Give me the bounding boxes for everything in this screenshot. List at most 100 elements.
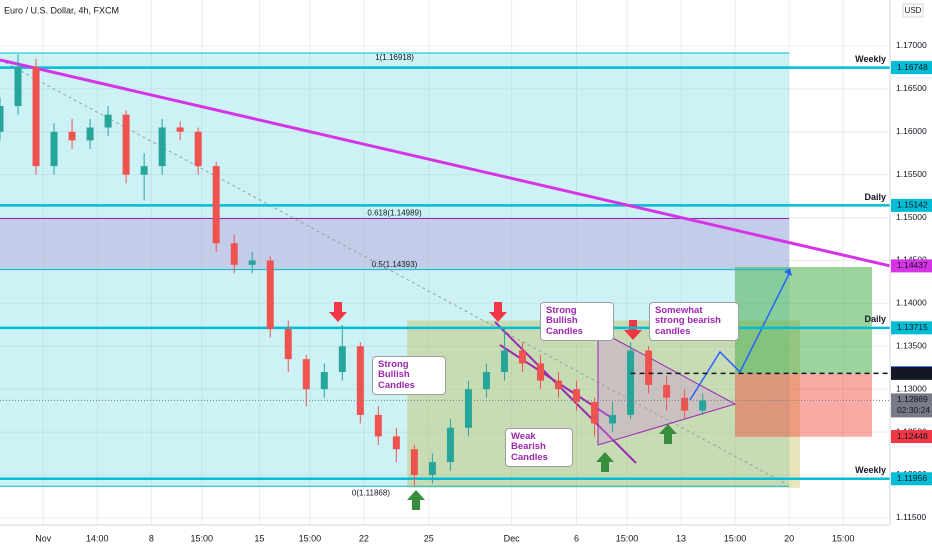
annotation: Weak Bearish Candles xyxy=(505,428,573,468)
candle-body xyxy=(320,372,328,390)
price-tag-label: 1.12869 xyxy=(897,394,928,404)
candle-body xyxy=(681,397,689,411)
diagonal-line xyxy=(0,59,786,484)
x-tick-label: 20 xyxy=(784,533,794,543)
candle-body xyxy=(140,166,148,175)
candle-body xyxy=(699,400,707,411)
y-tick-label: 1.11500 xyxy=(896,512,926,522)
price-tag xyxy=(891,472,932,486)
candle-body xyxy=(104,114,112,128)
arrow-head xyxy=(784,268,792,276)
up-arrow xyxy=(659,424,677,444)
fib-label: 1(1.16918) xyxy=(375,53,414,62)
level-name: Weekly xyxy=(855,465,886,475)
candle-body xyxy=(518,350,526,364)
annotation: Somewhat strong bearish candles xyxy=(649,302,739,342)
y-tick-label: 1.16000 xyxy=(896,126,927,136)
price-tag-label: 1.11956 xyxy=(897,473,927,483)
candle-body xyxy=(464,389,472,428)
candle-body xyxy=(122,114,130,175)
fib-label: 0(1.11868) xyxy=(352,488,390,497)
countdown: 02:30:24 xyxy=(897,405,930,415)
candle-body xyxy=(663,384,671,398)
x-tick-label: 15:00 xyxy=(832,533,855,543)
y-tick-label: 1.17000 xyxy=(896,40,927,50)
candle-body xyxy=(14,67,22,107)
candle-body xyxy=(212,166,220,244)
candle-body xyxy=(248,260,256,265)
level-name: Daily xyxy=(864,192,886,202)
down-arrow xyxy=(624,320,642,340)
y-tick-label: 1.13500 xyxy=(896,341,927,351)
candle-body xyxy=(591,402,599,424)
price-tag-label: 1.13715 xyxy=(897,322,928,332)
candle-body xyxy=(86,127,94,141)
candle-body xyxy=(627,350,635,415)
channel-line xyxy=(494,321,637,464)
price-axis xyxy=(890,0,932,550)
price-tag-label: 1.13184 xyxy=(897,368,928,378)
candle-body xyxy=(176,127,184,132)
candle-body xyxy=(500,350,508,373)
down-arrow xyxy=(489,302,507,322)
price-tag xyxy=(891,321,932,335)
annotation: Strong Bullish Candles xyxy=(372,356,446,396)
x-tick-label: 15:00 xyxy=(616,533,639,543)
zone xyxy=(735,373,872,437)
y-tick-label: 1.14000 xyxy=(896,298,927,308)
currency: USD xyxy=(905,6,922,15)
candle-body xyxy=(392,436,400,450)
candle-body xyxy=(266,260,274,330)
price-tag xyxy=(891,430,932,444)
x-tick-label: 15:00 xyxy=(191,533,214,543)
price-tag xyxy=(891,61,932,75)
currency-box xyxy=(902,3,924,18)
time-axis xyxy=(0,525,890,550)
x-tick-label: 8 xyxy=(149,533,154,543)
price-tag-label: 1.16748 xyxy=(897,62,928,72)
candle-body xyxy=(284,329,292,360)
x-tick-label: 15:00 xyxy=(299,533,322,543)
candle-body xyxy=(609,414,617,424)
candle-body xyxy=(428,462,436,475)
candle-body xyxy=(573,389,581,403)
price-tag xyxy=(891,366,932,380)
zone xyxy=(735,266,872,374)
x-tick-label: Nov xyxy=(35,533,52,543)
projection xyxy=(689,271,791,401)
candle-body xyxy=(194,131,202,167)
candle-body xyxy=(482,372,490,390)
candle-body xyxy=(338,346,346,373)
candle-body xyxy=(410,449,418,475)
candle-body xyxy=(68,131,76,141)
x-tick-label: 13 xyxy=(676,533,686,543)
candle-body xyxy=(158,127,166,167)
x-tick-label: 14:00 xyxy=(86,533,109,543)
candle-body xyxy=(374,414,382,437)
candle-body xyxy=(230,243,238,265)
up-arrow xyxy=(407,490,425,510)
candle-body xyxy=(446,427,454,463)
price-tag xyxy=(891,259,932,273)
y-tick-label: 1.15500 xyxy=(896,169,927,179)
y-tick-label: 1.13000 xyxy=(896,383,927,393)
x-tick-label: Dec xyxy=(504,533,521,543)
down-arrow xyxy=(329,302,347,322)
y-tick-label: 1.15000 xyxy=(896,212,927,222)
x-tick-label: 6 xyxy=(574,533,579,543)
x-tick-label: 15 xyxy=(254,533,264,543)
trendline xyxy=(0,58,891,268)
candle-body xyxy=(356,346,364,415)
price-tag xyxy=(891,198,932,212)
fib-label: 0.5(1.14393) xyxy=(372,260,418,269)
candle-body xyxy=(555,380,563,390)
x-tick-label: 22 xyxy=(359,533,369,543)
price-tag-label: 1.14437 xyxy=(897,260,928,270)
candle-body xyxy=(645,350,653,385)
candle-body xyxy=(302,359,310,390)
price-tag xyxy=(891,393,932,418)
up-arrow xyxy=(596,452,614,472)
level-name: Weekly xyxy=(855,54,886,64)
candle-body xyxy=(50,131,58,167)
